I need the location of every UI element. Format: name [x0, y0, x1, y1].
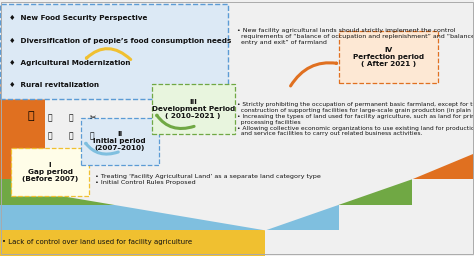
Text: • Lack of control over land used for facility agriculture: • Lack of control over land used for fac…: [2, 239, 192, 245]
Polygon shape: [0, 123, 412, 205]
FancyBboxPatch shape: [11, 148, 89, 196]
Text: I
Gap period
(Before 2007): I Gap period (Before 2007): [22, 162, 78, 182]
Polygon shape: [45, 84, 474, 230]
Text: • Treating ‘Facility Agricultural Land’ as a separate land category type
• Initi: • Treating ‘Facility Agricultural Land’ …: [95, 174, 321, 185]
Text: IV
Perfection period
( After 2021 ): IV Perfection period ( After 2021 ): [353, 47, 424, 67]
Text: 🐂: 🐂: [69, 113, 73, 122]
Text: ♦  New Food Security Perspective: ♦ New Food Security Perspective: [9, 15, 148, 22]
FancyBboxPatch shape: [339, 31, 438, 83]
Text: 🚜: 🚜: [47, 131, 52, 140]
FancyBboxPatch shape: [0, 4, 228, 99]
Text: ♦  Diversification of people’s food consumption needs: ♦ Diversification of people’s food consu…: [9, 38, 232, 44]
Text: ♦  Agricultural Modernization: ♦ Agricultural Modernization: [9, 60, 131, 66]
Text: • New facility agricultural lands should strictly implement the control
  requir: • New facility agricultural lands should…: [237, 28, 474, 45]
Text: 🌾: 🌾: [27, 111, 34, 122]
Polygon shape: [0, 159, 339, 230]
Text: • Strictly prohibiting the occupation of permanent basic farmland, except for th: • Strictly prohibiting the occupation of…: [237, 102, 474, 136]
FancyBboxPatch shape: [152, 84, 235, 134]
Polygon shape: [0, 84, 474, 179]
Polygon shape: [0, 193, 265, 256]
Text: 🌳: 🌳: [69, 131, 73, 140]
Text: ♦  Rural revitalization: ♦ Rural revitalization: [9, 82, 100, 88]
Text: II
Initial period
(2007–2010): II Initial period (2007–2010): [93, 131, 146, 152]
Text: ✂: ✂: [89, 113, 96, 122]
Text: 🌿: 🌿: [90, 131, 95, 140]
Text: 🌱: 🌱: [47, 113, 52, 122]
FancyBboxPatch shape: [81, 118, 159, 165]
Text: III
Development Period
( 2010–2021 ): III Development Period ( 2010–2021 ): [152, 99, 235, 120]
